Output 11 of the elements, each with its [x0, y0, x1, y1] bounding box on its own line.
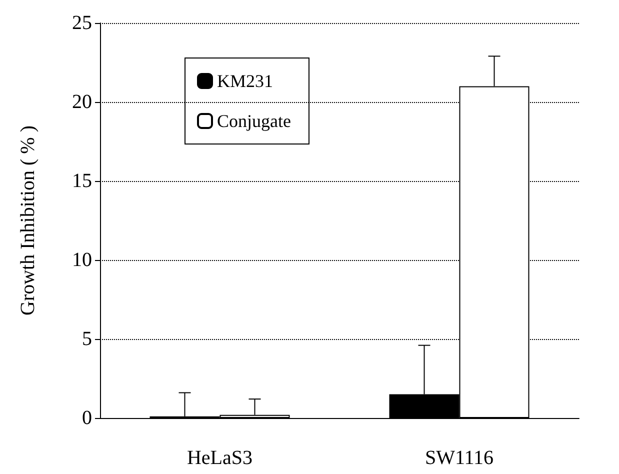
- y-tick-label: 5: [82, 328, 92, 350]
- y-tick-label: 15: [72, 170, 92, 192]
- y-tick-label: 10: [72, 249, 92, 271]
- legend-label: Conjugate: [217, 111, 291, 131]
- y-tick-label: 0: [82, 407, 92, 429]
- y-axis-title: Growth Inhibition ( % ): [17, 126, 39, 316]
- y-tick-label: 25: [72, 12, 92, 34]
- y-tick-label: 20: [72, 91, 92, 113]
- x-tick-label: SW1116: [424, 447, 494, 469]
- x-tick-label: HeLaS3: [186, 447, 253, 469]
- legend-label: KM231: [217, 71, 274, 91]
